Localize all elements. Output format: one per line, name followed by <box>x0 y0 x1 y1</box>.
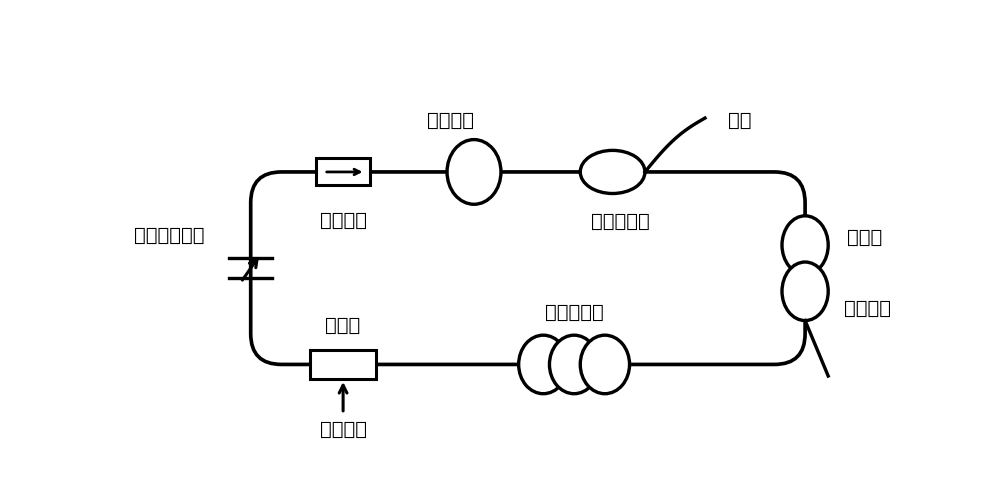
Text: 波分复用器: 波分复用器 <box>591 212 650 231</box>
Text: 微波信号: 微波信号 <box>320 420 367 439</box>
Text: 偏振控制器: 偏振控制器 <box>545 303 603 322</box>
Ellipse shape <box>549 335 599 394</box>
Ellipse shape <box>519 335 568 394</box>
Ellipse shape <box>580 335 630 394</box>
Ellipse shape <box>782 216 828 274</box>
Text: 可调谐滤波器: 可调谐滤波器 <box>134 226 205 246</box>
Ellipse shape <box>580 150 645 193</box>
Text: 光隔离器: 光隔离器 <box>320 210 367 230</box>
Bar <box>316 158 370 186</box>
Text: 调制器: 调制器 <box>325 316 361 335</box>
Text: 耦合器: 耦合器 <box>847 228 883 247</box>
Text: 激光输出: 激光输出 <box>844 299 891 318</box>
Text: 掺杂光纤: 掺杂光纤 <box>427 111 474 129</box>
Bar <box>310 350 376 379</box>
Text: 泵浦: 泵浦 <box>728 111 751 129</box>
Ellipse shape <box>782 262 828 320</box>
Ellipse shape <box>447 139 501 204</box>
